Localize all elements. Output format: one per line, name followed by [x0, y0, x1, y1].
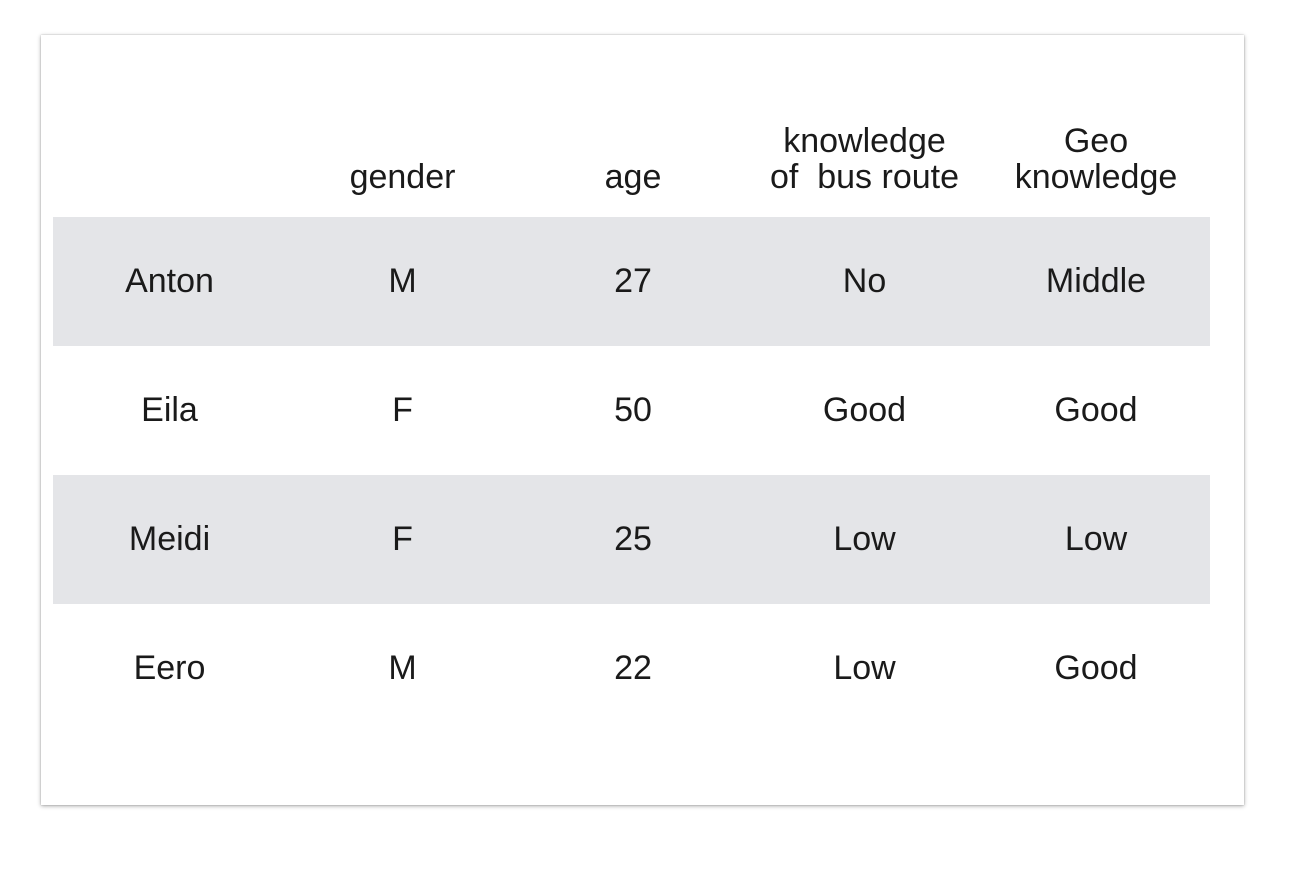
cell-bus-route: Low: [833, 649, 896, 687]
cell-name: Meidi: [128, 520, 211, 558]
header-name: [53, 35, 286, 217]
cell-gender: M: [388, 262, 417, 300]
cell-bus-route: No: [842, 262, 887, 300]
cell-name: Eero: [133, 649, 206, 687]
header-geo-line1: Geo: [1063, 122, 1129, 160]
table-row: Eila F 50 Good Good: [53, 346, 1210, 475]
cell-age: 25: [614, 520, 652, 558]
cell-age: 22: [614, 649, 652, 687]
header-bus-route-knowledge: knowledge of bus route: [747, 35, 982, 217]
cell-name: Eila: [141, 391, 198, 429]
header-age: age: [604, 158, 662, 196]
cell-age: 27: [614, 262, 652, 300]
cell-age: 50: [614, 391, 652, 429]
participants-table: gender age knowledge of bus route Geo kn…: [53, 35, 1210, 733]
cell-geo: Middle: [1045, 262, 1147, 300]
cell-name: Anton: [125, 262, 214, 300]
table-header-row: gender age knowledge of bus route Geo kn…: [53, 35, 1210, 217]
header-bus-route-line2: of bus route: [769, 158, 959, 196]
table-row: Anton M 27 No Middle: [53, 217, 1210, 346]
table-card: gender age knowledge of bus route Geo kn…: [41, 35, 1244, 805]
cell-gender: F: [392, 520, 413, 558]
cell-geo: Good: [1054, 649, 1138, 687]
header-gender: gender: [349, 158, 456, 196]
header-bus-route-line1: knowledge: [783, 122, 946, 160]
cell-gender: M: [388, 649, 417, 687]
table-row: Eero M 22 Low Good: [53, 604, 1210, 733]
header-geo-line2: knowledge: [1014, 158, 1178, 196]
cell-bus-route: Good: [822, 391, 907, 429]
cell-bus-route: Low: [833, 520, 896, 558]
cell-gender: F: [392, 391, 413, 429]
cell-geo: Good: [1054, 391, 1138, 429]
header-geo-knowledge: Geo knowledge: [982, 35, 1210, 217]
cell-geo: Low: [1064, 520, 1128, 558]
table-row: Meidi F 25 Low Low: [53, 475, 1210, 604]
